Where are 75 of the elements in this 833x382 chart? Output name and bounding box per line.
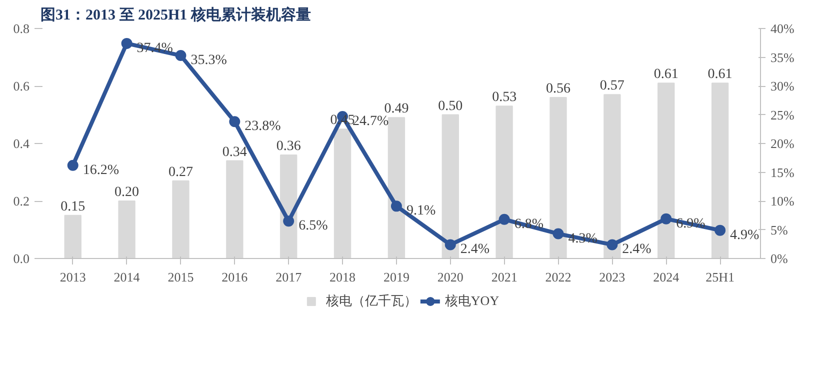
bar xyxy=(496,106,513,258)
bar xyxy=(711,82,729,258)
point xyxy=(121,38,132,49)
point xyxy=(714,224,726,236)
point xyxy=(660,213,672,224)
data-label: 0.20 xyxy=(114,185,140,200)
x-tick-label: 2014 xyxy=(114,270,140,284)
data-label: 0.53 xyxy=(492,90,517,106)
chart-title: 图31：2013 至 2025H1 核电累计装机容量 xyxy=(40,6,311,24)
x-tick-label: 2020 xyxy=(437,270,464,284)
point xyxy=(229,116,240,128)
y2-tick-label: 35% xyxy=(770,50,794,65)
y2-tick-label: 40% xyxy=(770,21,794,36)
data-label: 6.5% xyxy=(298,218,328,234)
bar xyxy=(64,214,82,258)
data-label: 0.34 xyxy=(222,144,247,160)
bar xyxy=(442,114,459,258)
data-label: 0.36 xyxy=(276,139,301,154)
data-label: 0.61 xyxy=(708,67,732,82)
x-tick-label: 2023 xyxy=(599,270,626,284)
data-label: 0.56 xyxy=(546,82,571,96)
data-label: 2.4% xyxy=(622,242,652,258)
data-label: 0.50 xyxy=(438,98,463,114)
bar xyxy=(550,97,567,258)
bar xyxy=(226,160,244,258)
y-tick-label: 0.8 xyxy=(13,21,30,36)
x-tick-label: 2019 xyxy=(383,270,410,284)
x-tick-label: 2015 xyxy=(168,270,194,284)
point xyxy=(552,228,564,240)
data-label: 0.15 xyxy=(60,199,86,214)
data-label: 0.27 xyxy=(168,164,193,180)
y2-tick-label: 5% xyxy=(770,222,788,238)
x-tick-label: 2018 xyxy=(330,270,356,284)
point xyxy=(175,50,186,62)
y2-tick-label: 0% xyxy=(770,251,788,266)
y-tick-label: 0.4 xyxy=(13,136,30,151)
x-tick-label: 2013 xyxy=(60,270,86,284)
x-tick-label: 2024 xyxy=(653,270,680,284)
y2-tick-label: 20% xyxy=(770,136,794,151)
bar xyxy=(388,117,406,258)
y2-tick-label: 15% xyxy=(770,164,794,180)
x-tick-label: 2021 xyxy=(491,270,518,284)
data-label: 0.61 xyxy=(654,67,678,82)
data-label: 6.9% xyxy=(676,216,706,232)
y-tick-label: 0.6 xyxy=(13,78,30,94)
y-tick-label: 0.2 xyxy=(13,194,30,208)
legend-label: 核电YOY xyxy=(444,292,500,310)
legend-label: 核电（亿千瓦） xyxy=(326,292,417,310)
y2-tick-label: 30% xyxy=(770,78,794,94)
data-label: 4.9% xyxy=(730,228,760,243)
data-label: 9.1% xyxy=(406,204,436,219)
y2-tick-label: 10% xyxy=(770,194,794,208)
point xyxy=(498,214,510,225)
bar xyxy=(658,82,675,258)
point xyxy=(283,216,294,227)
x-tick-label: 2016 xyxy=(222,270,248,284)
point xyxy=(444,239,456,250)
data-label: 16.2% xyxy=(82,162,120,178)
bar xyxy=(334,128,352,258)
data-label: 4.3% xyxy=(568,231,598,246)
data-label: 0.57 xyxy=(600,78,624,94)
data-label: 23.8% xyxy=(244,119,282,134)
bar xyxy=(604,94,621,258)
point xyxy=(390,200,402,212)
bar xyxy=(172,180,190,258)
data-label: 2.4% xyxy=(460,242,490,258)
y-tick-label: 0.0 xyxy=(13,251,30,266)
x-tick-label: 2017 xyxy=(276,270,302,284)
point xyxy=(606,239,618,250)
bar xyxy=(118,200,136,258)
point xyxy=(67,160,78,171)
data-label: 35.3% xyxy=(190,53,228,68)
x-tick-label: 2022 xyxy=(545,270,572,284)
x-tick-label: 25H1 xyxy=(706,270,734,284)
y2-tick-label: 25% xyxy=(770,107,794,122)
